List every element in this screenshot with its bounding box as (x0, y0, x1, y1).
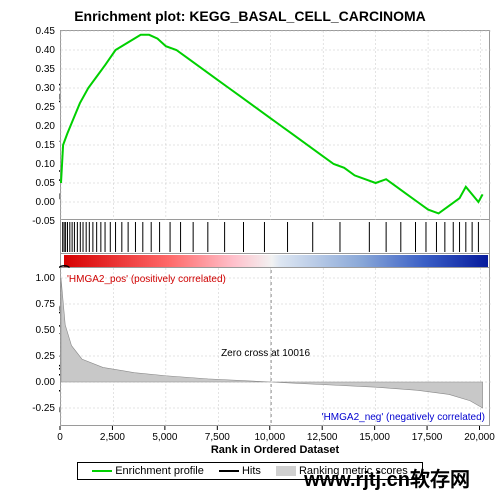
svg-text:0.40: 0.40 (36, 45, 56, 56)
svg-text:0.15: 0.15 (36, 140, 56, 151)
svg-text:0.50: 0.50 (36, 325, 56, 336)
svg-text:0.05: 0.05 (36, 178, 56, 189)
svg-text:0.45: 0.45 (36, 26, 56, 37)
svg-text:0.35: 0.35 (36, 64, 56, 75)
svg-text:0: 0 (57, 432, 63, 443)
svg-text:0.10: 0.10 (36, 159, 56, 170)
gradient-panel (60, 254, 490, 268)
svg-text:0.25: 0.25 (36, 351, 56, 362)
svg-text:12,500: 12,500 (307, 432, 338, 443)
svg-text:'HMGA2_pos' (positively correl: 'HMGA2_pos' (positively correlated) (67, 274, 226, 285)
svg-text:17,500: 17,500 (412, 432, 443, 443)
svg-text:0.25: 0.25 (36, 102, 56, 113)
svg-text:0.00: 0.00 (36, 377, 56, 388)
hits-panel (60, 220, 490, 254)
es-panel: -0.050.000.050.100.150.200.250.300.350.4… (60, 30, 490, 220)
svg-text:10,000: 10,000 (254, 432, 285, 443)
svg-text:0.30: 0.30 (36, 83, 56, 94)
svg-text:-0.05: -0.05 (32, 216, 55, 227)
legend-metric: Ranking metric scores (276, 465, 408, 477)
svg-text:5,000: 5,000 (152, 432, 177, 443)
svg-text:20,000: 20,000 (464, 432, 495, 443)
svg-text:2,500: 2,500 (100, 432, 125, 443)
svg-text:15,000: 15,000 (359, 432, 390, 443)
x-axis: 0 2,500 5,000 7,500 10,000 12,500 15,000 17,500… (60, 426, 490, 442)
chart-title: Enrichment plot: KEGG_BASAL_CELL_CARCINO… (4, 8, 496, 24)
svg-text:Zero cross at 10016: Zero cross at 10016 (221, 348, 310, 359)
svg-text:-0.25: -0.25 (32, 403, 55, 414)
svg-text:0.75: 0.75 (36, 299, 56, 310)
legend-hits: Hits (219, 465, 261, 477)
svg-text:0.00: 0.00 (36, 197, 56, 208)
legend: Enrichment profile Hits Ranking metric s… (4, 462, 496, 480)
svg-text:'HMGA2_neg' (negatively correl: 'HMGA2_neg' (negatively correlated) (322, 412, 485, 423)
svg-text:0.20: 0.20 (36, 121, 56, 132)
plot-area: Enrichment score (ES) -0.050.000.050.100… (4, 30, 496, 456)
svg-text:7,500: 7,500 (205, 432, 230, 443)
legend-profile: Enrichment profile (92, 465, 204, 477)
svg-text:1.00: 1.00 (36, 273, 56, 284)
metric-panel: -0.250.000.250.500.751.00Zero cross at 1… (60, 268, 490, 426)
x-axis-label: Rank in Ordered Dataset (60, 444, 490, 456)
